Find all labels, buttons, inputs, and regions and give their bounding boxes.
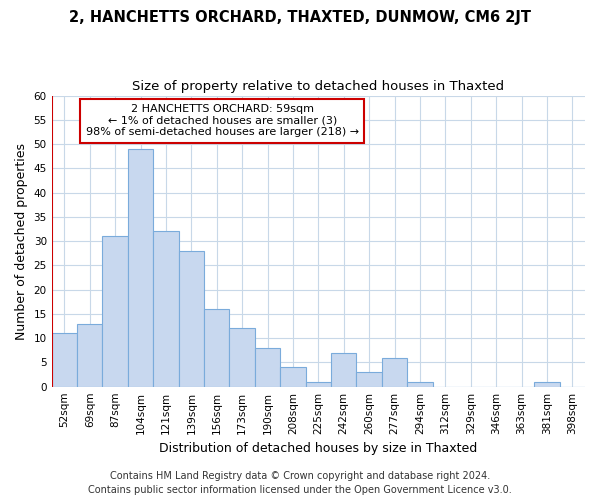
Title: Size of property relative to detached houses in Thaxted: Size of property relative to detached ho…	[132, 80, 505, 93]
Bar	[179, 251, 204, 386]
Text: 2, HANCHETTS ORCHARD, THAXTED, DUNMOW, CM6 2JT: 2, HANCHETTS ORCHARD, THAXTED, DUNMOW, C…	[69, 10, 531, 25]
Bar	[153, 232, 179, 386]
Bar	[52, 334, 77, 386]
Bar	[229, 328, 255, 386]
X-axis label: Distribution of detached houses by size in Thaxted: Distribution of detached houses by size …	[159, 442, 478, 455]
Bar	[128, 149, 153, 386]
Bar	[103, 236, 128, 386]
Bar	[331, 352, 356, 386]
Bar	[407, 382, 433, 386]
Y-axis label: Number of detached properties: Number of detached properties	[15, 142, 28, 340]
Bar	[280, 368, 305, 386]
Bar	[77, 324, 103, 386]
Bar	[305, 382, 331, 386]
Bar	[255, 348, 280, 387]
Bar	[356, 372, 382, 386]
Bar	[534, 382, 560, 386]
Text: Contains HM Land Registry data © Crown copyright and database right 2024.
Contai: Contains HM Land Registry data © Crown c…	[88, 471, 512, 495]
Bar	[382, 358, 407, 386]
Bar	[204, 309, 229, 386]
Text: 2 HANCHETTS ORCHARD: 59sqm
← 1% of detached houses are smaller (3)
98% of semi-d: 2 HANCHETTS ORCHARD: 59sqm ← 1% of detac…	[86, 104, 359, 138]
